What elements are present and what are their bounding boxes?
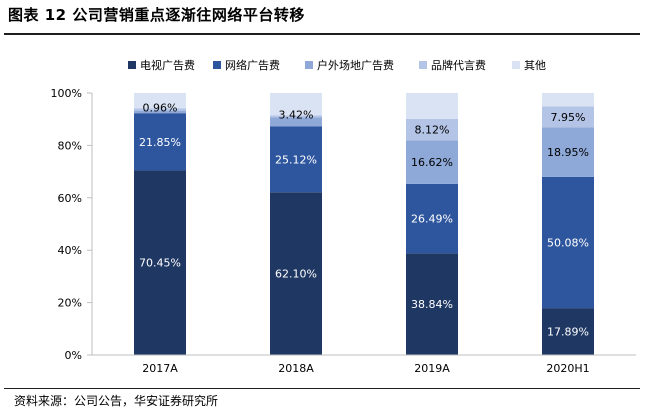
y-tick-label: 40% bbox=[58, 244, 82, 257]
figure-title: 图表 12 公司营销重点逐渐往网络平台转移 bbox=[8, 6, 305, 24]
legend-label: 户外场地广告费 bbox=[317, 58, 394, 72]
bar-segment bbox=[406, 93, 458, 120]
bar-segment bbox=[270, 93, 322, 116]
data-label: 17.89% bbox=[547, 326, 589, 339]
data-label: 62.10% bbox=[275, 268, 317, 281]
data-label: 21.85% bbox=[139, 136, 181, 149]
y-tick-label: 80% bbox=[58, 139, 82, 152]
stacked-bar-chart: 电视广告费 网络广告费 户外场地广告费 品牌代言费 其他 0% 20% 40% 60% 80% 1… bbox=[51, 58, 636, 375]
bars bbox=[134, 93, 594, 355]
bar-segment bbox=[542, 176, 594, 309]
bar-segment bbox=[270, 117, 322, 127]
footer-rule bbox=[4, 388, 640, 389]
legend-swatch bbox=[305, 61, 313, 69]
bar-segment bbox=[134, 110, 186, 114]
legend-label: 其他 bbox=[524, 59, 546, 72]
legend-label: 网络广告费 bbox=[225, 58, 280, 72]
data-label: 25.12% bbox=[275, 153, 317, 166]
data-label: 16.62% bbox=[411, 156, 453, 169]
y-tick-label: 0% bbox=[65, 349, 82, 362]
legend-label: 电视广告费 bbox=[140, 58, 195, 72]
data-label: 70.45% bbox=[139, 257, 181, 270]
data-label: 7.95% bbox=[551, 111, 586, 124]
bar-segment bbox=[406, 119, 458, 141]
data-label: 0.96% bbox=[143, 102, 178, 115]
data-labels: 70.45% 21.85% 0.96% 62.10% 25.12% 3.42% 38.84%… bbox=[139, 102, 589, 339]
data-label: 50.08% bbox=[547, 237, 589, 250]
bar-segment bbox=[134, 108, 186, 111]
bar-segment bbox=[270, 192, 322, 355]
bar-segment bbox=[134, 170, 186, 355]
y-tick-label: 60% bbox=[58, 192, 82, 205]
data-label: 18.95% bbox=[547, 146, 589, 159]
bar-segment bbox=[542, 93, 594, 107]
bar-segment bbox=[542, 308, 594, 355]
bar-segment bbox=[406, 183, 458, 254]
bar-segment bbox=[134, 113, 186, 171]
x-axis: 2017A 2018A 2019A 2020H1 bbox=[92, 354, 636, 375]
data-label: 26.49% bbox=[411, 213, 453, 226]
legend-swatch bbox=[419, 61, 427, 69]
y-tick-label: 100% bbox=[51, 87, 82, 100]
source-note: 资料来源：公司公告，华安证券研究所 bbox=[14, 394, 219, 408]
data-label: 3.42% bbox=[279, 109, 314, 122]
bar-segment bbox=[406, 253, 458, 355]
bar-segment bbox=[134, 93, 186, 109]
x-tick-label: 2018A bbox=[278, 362, 314, 375]
legend-swatch bbox=[512, 61, 520, 69]
x-tick-label: 2019A bbox=[414, 362, 450, 375]
bar-segment bbox=[542, 127, 594, 177]
x-tick-label: 2017A bbox=[142, 362, 178, 375]
x-tick-label: 2020H1 bbox=[546, 362, 589, 375]
data-label: 8.12% bbox=[415, 124, 450, 137]
bar-segment bbox=[270, 126, 322, 193]
legend-swatch bbox=[128, 61, 136, 69]
bar-segment bbox=[270, 115, 322, 118]
y-tick-label: 20% bbox=[58, 297, 82, 310]
legend-label: 品牌代言费 bbox=[431, 58, 486, 72]
bar-segment bbox=[542, 106, 594, 128]
bar-segment bbox=[406, 140, 458, 184]
legend: 电视广告费 网络广告费 户外场地广告费 品牌代言费 其他 bbox=[128, 58, 546, 72]
legend-swatch bbox=[213, 61, 221, 69]
title-rule bbox=[4, 33, 640, 35]
data-label: 38.84% bbox=[411, 298, 453, 311]
y-axis: 0% 20% 40% 60% 80% 100% bbox=[51, 87, 93, 362]
